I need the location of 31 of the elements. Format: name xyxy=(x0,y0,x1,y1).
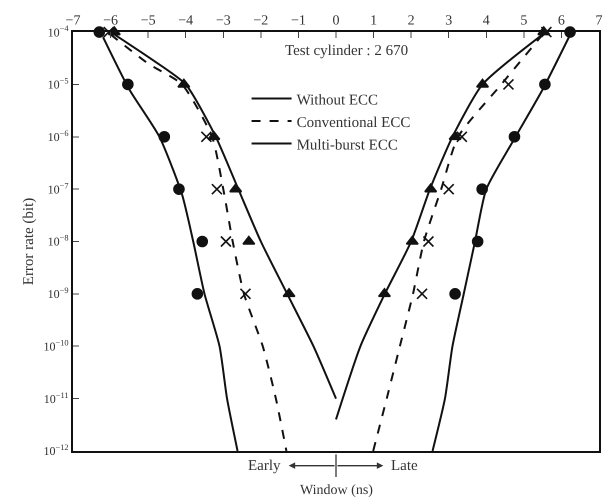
x-tick-label: −6 xyxy=(103,13,118,28)
y-axis-title: Error rate (bit) xyxy=(21,198,38,286)
y-tick-label: 10$^{−11}$ xyxy=(44,390,69,406)
y-tick-label: 10$^{−9}$ xyxy=(48,286,69,302)
x-tick-label: 7 xyxy=(596,13,602,28)
x-tick-label: −2 xyxy=(253,13,268,28)
y-tick-label: 10$^{−10}$ xyxy=(43,338,69,354)
x-tick-label: −4 xyxy=(178,13,194,28)
text: Early xyxy=(248,458,281,474)
x-tick-label: 3 xyxy=(445,13,452,28)
x-tick-label: −5 xyxy=(140,13,156,28)
x-tick-label: −1 xyxy=(290,13,306,28)
y-tick-label: 10$^{−5}$ xyxy=(48,76,69,92)
x-tick-label: 5 xyxy=(520,13,528,28)
legend-label: Multi-burst ECC xyxy=(296,137,398,154)
text: Late xyxy=(391,458,418,474)
y-tick-label: 10$^{−12}$ xyxy=(43,443,69,458)
y-tick-label: 10$^{−6}$ xyxy=(48,128,69,144)
y-tick-label: 10$^{−8}$ xyxy=(48,234,69,249)
x-axis-title: Window (ns) xyxy=(300,483,374,498)
x-tick-label: 2 xyxy=(408,13,415,28)
annotation: Test cylinder : 2 670 xyxy=(285,43,408,59)
x-tick-label: 6 xyxy=(558,13,565,28)
legend-label: Without ECC xyxy=(296,92,378,108)
x-tick-label: −3 xyxy=(216,13,231,28)
y-tick-label: 10$^{−4}$ xyxy=(48,24,70,40)
x-tick-label: 1 xyxy=(370,13,378,28)
legend-label: Conventional ECC xyxy=(296,114,410,131)
y-tick-label: 10$^{−7}$ xyxy=(48,181,69,196)
x-tick-label: 0 xyxy=(332,13,340,28)
x-tick-label: 4 xyxy=(482,13,490,28)
